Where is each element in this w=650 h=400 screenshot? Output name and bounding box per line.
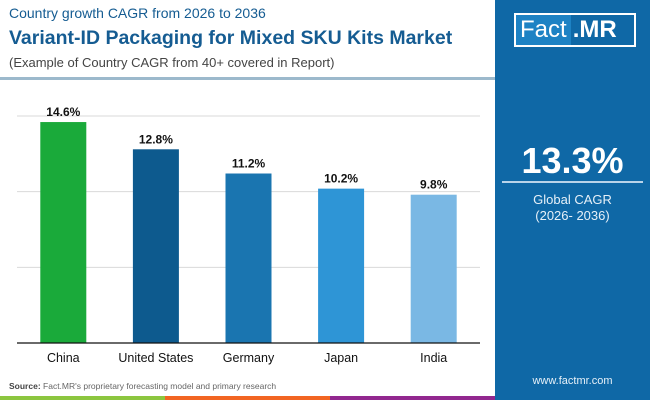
chart-note: (Example of Country CAGR from 40+ covere… (9, 55, 335, 70)
header-divider (0, 77, 495, 80)
source-label: Source: (9, 381, 41, 391)
stripe-orange (165, 396, 330, 400)
chart-title: Variant-ID Packaging for Mixed SKU Kits … (9, 27, 453, 49)
data-label: 9.8% (420, 178, 448, 192)
stripe-purple (330, 396, 495, 400)
logo-text-fact: Fact (516, 15, 571, 45)
factmr-logo: Fact .MR (514, 13, 636, 47)
bar-united-states (132, 149, 179, 343)
data-label: 10.2% (324, 172, 358, 186)
stripe-green (0, 396, 165, 400)
x-tick-label: Germany (223, 351, 275, 365)
global-cagr-value: 13.3% (521, 140, 624, 181)
bar-germany (225, 173, 272, 343)
summary-panel (495, 0, 650, 400)
x-tick-label: Japan (324, 351, 358, 365)
bar-japan (318, 188, 365, 343)
bar-chart: 14.6% China 12.8% United States 11.2% Germany… (17, 105, 480, 365)
global-cagr-period: (2026- 2036) (535, 208, 610, 223)
x-tick-label: India (420, 351, 447, 365)
data-label: 12.8% (139, 132, 173, 146)
bar-india (410, 194, 457, 343)
source-note: Source: Fact.MR's proprietary forecastin… (9, 381, 276, 391)
global-cagr-label: Global CAGR (533, 192, 612, 207)
data-label: 14.6% (46, 105, 80, 119)
x-tick-label: China (47, 351, 80, 365)
source-text: Fact.MR's proprietary forecasting model … (43, 381, 277, 391)
logo-text-mr: .MR (572, 16, 617, 43)
x-tick-label: United States (118, 351, 193, 365)
data-label: 11.2% (232, 157, 266, 171)
panel-divider (502, 181, 643, 183)
website-url: www.factmr.com (532, 375, 613, 387)
bar-china (40, 122, 87, 343)
chart-subtitle: Country growth CAGR from 2026 to 2036 (9, 5, 266, 21)
